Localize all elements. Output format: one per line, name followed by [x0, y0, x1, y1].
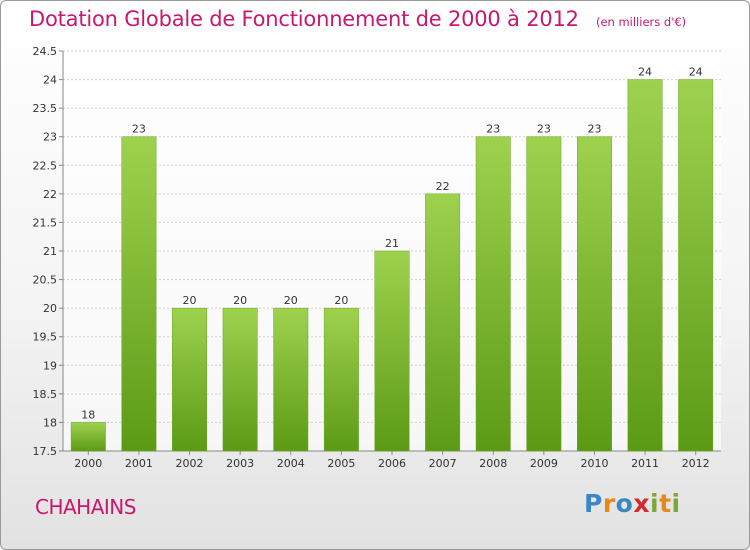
- x-tick-label: 2003: [226, 457, 254, 470]
- bar-value-label: 20: [334, 294, 348, 307]
- y-tick-label: 24.5: [33, 45, 58, 58]
- logo-letter: r: [602, 489, 616, 518]
- x-tick-label: 2010: [580, 457, 608, 470]
- bar: [222, 307, 258, 452]
- commune-name: CHAHAINS: [35, 495, 136, 519]
- chart-subtitle: (en milliers d'€): [595, 15, 687, 29]
- y-tick-label: 22: [43, 188, 57, 201]
- x-tick-label: 2011: [631, 457, 659, 470]
- bar-value-label: 23: [486, 123, 500, 136]
- x-tick-label: 2009: [530, 457, 558, 470]
- logo-letter: t: [659, 489, 672, 518]
- bar: [273, 307, 309, 452]
- x-tick-label: 2004: [277, 457, 305, 470]
- y-tick-label: 20: [43, 302, 57, 315]
- y-tick-label: 19: [43, 359, 57, 372]
- bar-value-label: 22: [436, 180, 450, 193]
- bar-value-label: 23: [587, 123, 601, 136]
- x-tick-label: 2006: [378, 457, 406, 470]
- y-tick-label: 23.5: [33, 102, 58, 115]
- logo-letter: i: [671, 489, 681, 518]
- bar-value-label: 24: [689, 66, 703, 79]
- logo-letter: P: [584, 489, 603, 518]
- y-tick-label: 21.5: [33, 216, 58, 229]
- x-tick-label: 2002: [176, 457, 204, 470]
- bar-value-label: 20: [284, 294, 298, 307]
- bar: [70, 422, 106, 452]
- bar: [172, 307, 207, 452]
- bar-value-label: 21: [385, 237, 399, 250]
- logo-letter: i: [650, 489, 660, 518]
- x-tick-label: 2008: [479, 457, 507, 470]
- bar-value-label: 23: [537, 123, 551, 136]
- proxiti-logo: Proxiti: [584, 489, 681, 518]
- y-tick-label: 20.5: [33, 274, 58, 287]
- y-tick-label: 17.5: [33, 445, 58, 458]
- x-tick-label: 2007: [429, 457, 457, 470]
- bar: [526, 136, 562, 452]
- y-tick-label: 21: [43, 245, 57, 258]
- bar: [323, 307, 359, 452]
- x-tick-label: 2001: [125, 457, 153, 470]
- title-block: Dotation Globale de Fonctionnement de 20…: [29, 7, 686, 31]
- bar: [374, 250, 410, 452]
- x-tick-label: 2005: [327, 457, 355, 470]
- bar: [577, 136, 612, 452]
- bar: [627, 79, 663, 452]
- bar-value-label: 24: [638, 66, 652, 79]
- y-tick-label: 24: [43, 74, 57, 87]
- y-tick-label: 23: [43, 131, 57, 144]
- bar-value-label: 18: [81, 408, 95, 421]
- bar: [678, 79, 714, 452]
- bar-value-label: 20: [233, 294, 247, 307]
- bar: [475, 136, 511, 452]
- bar: [121, 136, 157, 452]
- logo-letter: o: [615, 489, 634, 518]
- y-tick-label: 18.5: [33, 388, 58, 401]
- logo-letter: x: [633, 489, 650, 518]
- bar-value-label: 23: [132, 123, 146, 136]
- chart-title: Dotation Globale de Fonctionnement de 20…: [29, 7, 579, 31]
- bar: [425, 193, 461, 452]
- bar-value-label: 20: [183, 294, 197, 307]
- y-tick-label: 19.5: [33, 331, 58, 344]
- x-tick-label: 2000: [74, 457, 102, 470]
- x-tick-label: 2012: [682, 457, 710, 470]
- y-tick-label: 18: [43, 416, 57, 429]
- y-tick-label: 22.5: [33, 159, 58, 172]
